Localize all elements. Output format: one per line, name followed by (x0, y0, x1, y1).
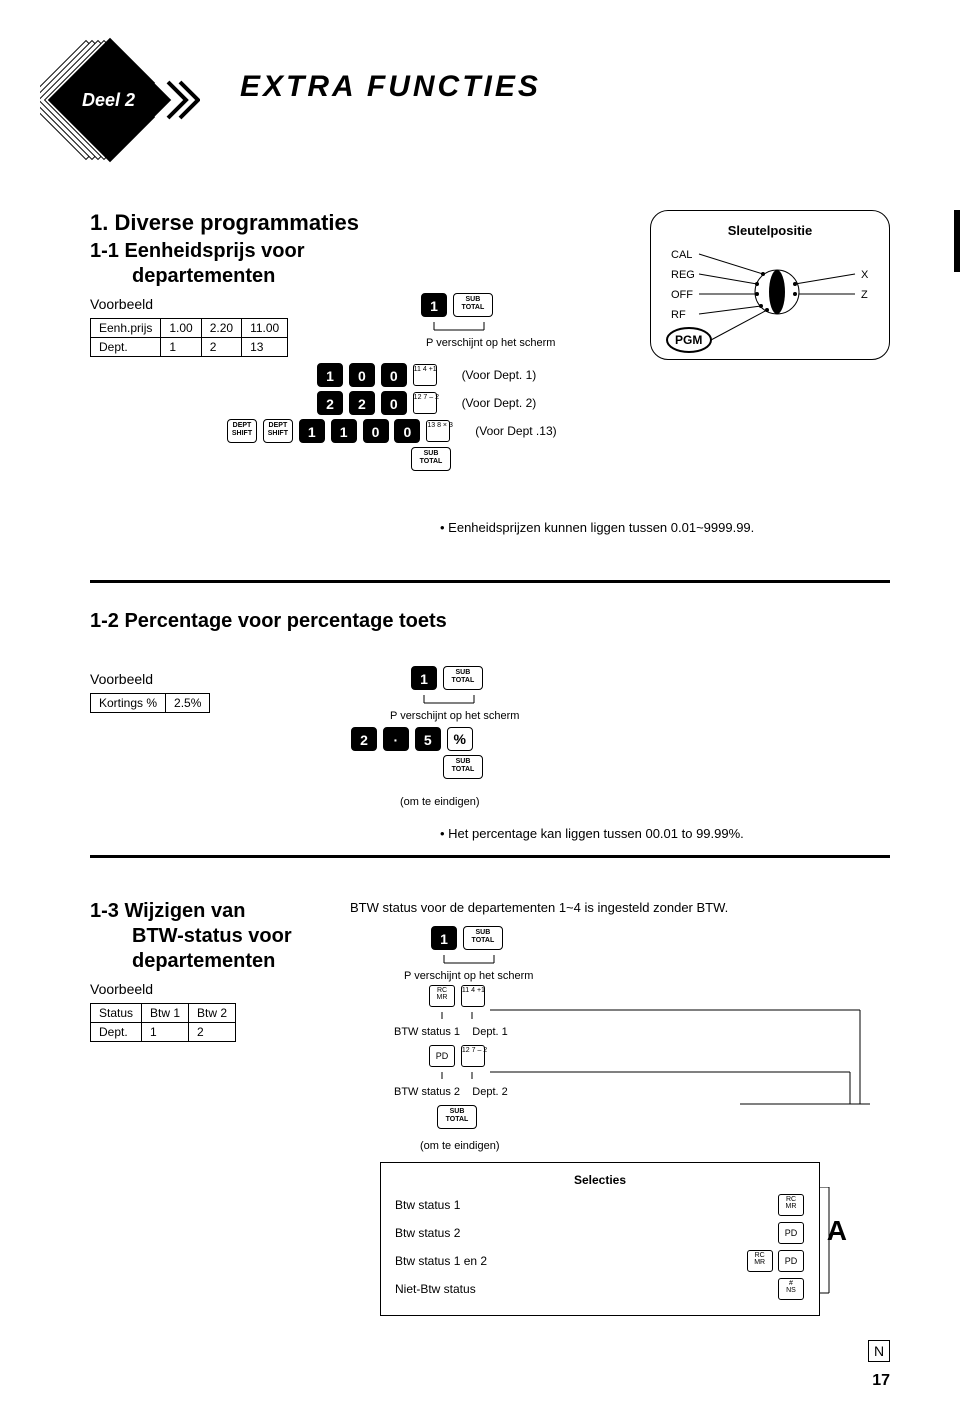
sel-label: Niet-Btw status (395, 1282, 476, 1296)
key-pd: PD (778, 1250, 804, 1272)
cell: 11.00 (242, 319, 288, 338)
mini-key: 12 7 – 2 (461, 1045, 485, 1067)
header-badge: Deel 2 (40, 30, 200, 170)
key: 0 (381, 391, 407, 415)
svg-text:REG: REG (671, 269, 695, 281)
end-label: (om te eindigen) (420, 1140, 890, 1152)
cell: Eenh.prijs (91, 319, 161, 338)
cell: 2.5% (166, 694, 210, 713)
cell: Status (91, 1004, 142, 1023)
section2-table: Kortings % 2.5% (90, 693, 210, 713)
key-percent: % (447, 727, 473, 751)
key-subtotal: SUBTOTAL (463, 926, 503, 950)
cell: 1 (142, 1023, 189, 1042)
svg-text:OFF: OFF (671, 289, 693, 301)
section2-title: 1-2 Percentage voor percentage toets (90, 610, 890, 633)
key: · (383, 727, 409, 751)
key-subtotal: SUBTOTAL (443, 666, 483, 690)
mini-key: 11 4 +1 (413, 364, 437, 386)
key: 0 (394, 419, 420, 443)
sel-label: Btw status 1 en 2 (395, 1254, 487, 1268)
mini-key: 13 8 × 3 (426, 420, 450, 442)
selecties-header: Selecties (395, 1173, 805, 1187)
cell: 1.00 (161, 319, 201, 338)
section1-note: Eenheidsprijzen kunnen liggen tussen 0.0… (440, 520, 754, 535)
section2-note: Het percentage kan liggen tussen 00.01 t… (440, 826, 890, 841)
page-title: EXTRA FUNCTIES (240, 70, 541, 104)
cell: 2 (201, 338, 241, 357)
svg-text:Z: Z (861, 289, 868, 301)
section3-title1: 1-3 Wijzigen van (90, 900, 350, 923)
mini-key: 11 4 +1 (461, 985, 485, 1007)
section1-table: Eenh.prijs 1.00 2.20 11.00 Dept. 1 2 13 (90, 318, 288, 357)
cell: 1 (161, 338, 201, 357)
page-number: 17 (872, 1372, 890, 1390)
key: 2 (349, 391, 375, 415)
key: 2 (317, 391, 343, 415)
sel-label: Btw status 1 (395, 1198, 460, 1212)
key-rc: RCMR (778, 1194, 804, 1216)
p-line: P verschijnt op het scherm (390, 710, 570, 722)
side-tab: Deel-2 (954, 210, 960, 272)
key: 2 (351, 727, 377, 751)
annot: (Voor Dept. 1) (462, 368, 537, 382)
key: 0 (363, 419, 389, 443)
key: 5 (415, 727, 441, 751)
key-rc: RCMR (747, 1250, 773, 1272)
svg-text:CAL: CAL (671, 249, 692, 261)
key-subtotal: SUBTOTAL (437, 1105, 477, 1129)
svg-text:X: X (861, 269, 869, 281)
key: 0 (381, 363, 407, 387)
section3-title3: departementen (132, 950, 350, 973)
svg-text:PGM: PGM (675, 333, 702, 347)
section3-intro: BTW status voor de departementen 1~4 is … (350, 900, 890, 915)
cell: 13 (242, 338, 288, 357)
btw1-label: BTW status 1 (394, 1026, 460, 1038)
selecties-box: Selecties Btw status 1 RCMR Btw status 2… (380, 1162, 820, 1316)
key-rc: RCMR (429, 985, 455, 1007)
key-subtotal: SUBTOTAL (443, 755, 483, 779)
cell: Dept. (91, 1023, 142, 1042)
key: 0 (349, 363, 375, 387)
cell: Btw 2 (189, 1004, 236, 1023)
key-hash: #NS (778, 1278, 804, 1300)
key-dept-shift: DEPTSHIFT (227, 419, 257, 443)
key: 1 (299, 419, 325, 443)
p-line: P verschijnt op het scherm (426, 337, 555, 349)
cell: Dept. (91, 338, 161, 357)
cell: 2.20 (201, 319, 241, 338)
key-pd: PD (429, 1045, 455, 1067)
cell: 2 (189, 1023, 236, 1042)
mini-key: 12 7 – 2 (413, 392, 437, 414)
marker-N: N (868, 1340, 890, 1362)
cell: Btw 1 (142, 1004, 189, 1023)
key-1: 1 (411, 666, 437, 690)
key-dept-shift: DEPTSHIFT (263, 419, 293, 443)
cell: Kortings % (91, 694, 166, 713)
annot: (Voor Dept. 2) (462, 396, 537, 410)
badge-label: Deel 2 (82, 90, 135, 110)
section3-title2: BTW-status voor (132, 925, 350, 948)
sel-label: Btw status 2 (395, 1226, 460, 1240)
annot: (Voor Dept .13) (475, 424, 556, 438)
end-label: (om te eindigen) (400, 796, 570, 808)
key-subtotal: SUBTOTAL (453, 293, 493, 317)
p-line: P verschijnt op het scherm (404, 970, 890, 982)
key: 1 (331, 419, 357, 443)
key-1: 1 (431, 926, 457, 950)
section3-table: Status Btw 1 Btw 2 Dept. 1 2 (90, 1003, 236, 1042)
key-position-title: Sleutelpositie (665, 223, 875, 238)
key-position-box: Sleutelpositie CAL REG OFF RF X Z (650, 210, 890, 360)
key-1: 1 (421, 293, 447, 317)
btw2-label: BTW status 2 (394, 1086, 460, 1098)
section2-voorbeeld: Voorbeeld (90, 671, 350, 687)
key-pd: PD (778, 1222, 804, 1244)
section3-voorbeeld: Voorbeeld (90, 981, 350, 997)
key: 1 (317, 363, 343, 387)
key-subtotal: SUBTOTAL (411, 447, 451, 471)
svg-text:RF: RF (671, 309, 686, 321)
